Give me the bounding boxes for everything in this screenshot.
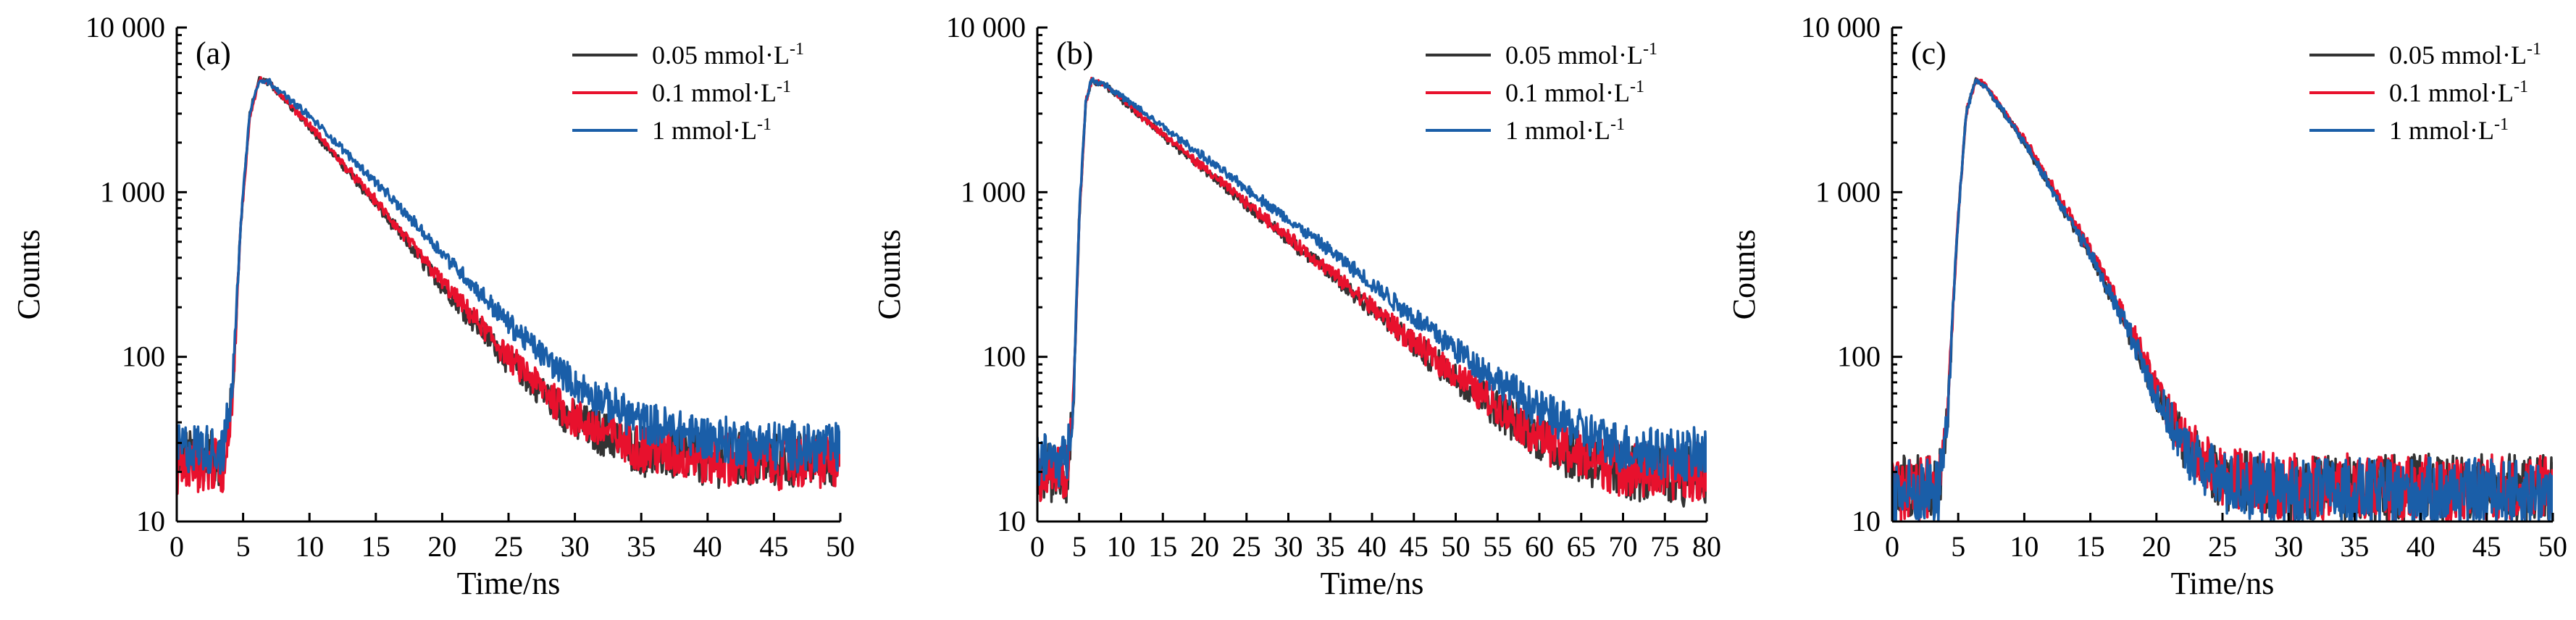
x-axis-title: Time/ns bbox=[1321, 566, 1424, 601]
chart-panel-1: 0 5 10 15 20 25 30 35 40 45 50 10 100 1 000 10 000 Time… bbox=[11, 11, 855, 601]
series-line-3 bbox=[1892, 78, 2553, 521]
legend-label: 1 mmol·L-1 bbox=[2389, 115, 2509, 145]
x-tick-label: 10 bbox=[2010, 530, 2038, 563]
x-tick-label: 30 bbox=[561, 530, 590, 563]
x-tick-label: 5 bbox=[1951, 530, 1965, 563]
x-tick-label: 15 bbox=[2076, 530, 2105, 563]
legend-label: 0.05 mmol·L-1 bbox=[652, 40, 804, 70]
legend: 0.05 mmol·L-1 0.1 mmol·L-1 1 mmol·L-1 bbox=[2309, 40, 2541, 145]
y-axis-title: Counts bbox=[871, 230, 907, 320]
x-tick-label: 40 bbox=[2406, 530, 2435, 563]
y-tick-label: 1 000 bbox=[100, 175, 165, 208]
y-tick-label: 100 bbox=[982, 340, 1026, 373]
legend-label: 1 mmol·L-1 bbox=[1505, 115, 1625, 145]
legend: 0.05 mmol·L-1 0.1 mmol·L-1 1 mmol·L-1 bbox=[1426, 40, 1657, 145]
chart-panel-3: 0 5 10 15 20 25 30 35 40 45 50 10 100 1 000 10 000 Time… bbox=[1726, 11, 2567, 601]
x-tick-label: 35 bbox=[627, 530, 656, 563]
x-tick-label: 5 bbox=[1072, 530, 1087, 563]
x-tick-label: 25 bbox=[2208, 530, 2237, 563]
legend: 0.05 mmol·L-1 0.1 mmol·L-1 1 mmol·L-1 bbox=[572, 40, 804, 145]
x-tick-label: 30 bbox=[2274, 530, 2303, 563]
x-tick-label: 10 bbox=[295, 530, 324, 563]
y-tick-label: 10 bbox=[136, 505, 165, 537]
x-tick-label: 40 bbox=[693, 530, 722, 563]
y-tick-label: 10 000 bbox=[85, 11, 165, 43]
y-tick-label: 100 bbox=[1837, 340, 1881, 373]
series-line-3 bbox=[1037, 77, 1707, 488]
x-tick-label: 20 bbox=[427, 530, 456, 563]
y-axis-title: Counts bbox=[11, 230, 46, 320]
legend-label: 1 mmol·L-1 bbox=[652, 115, 771, 145]
x-tick-label: 70 bbox=[1609, 530, 1638, 563]
x-axis-title: Time/ns bbox=[2171, 566, 2275, 601]
x-tick-label: 35 bbox=[1316, 530, 1345, 563]
series-line-3 bbox=[177, 78, 840, 475]
x-tick-label: 30 bbox=[1274, 530, 1303, 563]
x-tick-label: 15 bbox=[1148, 530, 1177, 563]
x-tick-label: 10 bbox=[1107, 530, 1136, 563]
legend-label: 0.05 mmol·L-1 bbox=[1505, 40, 1657, 70]
x-tick-label: 40 bbox=[1358, 530, 1387, 563]
x-tick-label: 50 bbox=[2538, 530, 2567, 563]
y-axis-title: Counts bbox=[1726, 230, 1762, 320]
series-line-2 bbox=[1892, 78, 2553, 521]
legend-label: 0.1 mmol·L-1 bbox=[652, 78, 791, 107]
series-group bbox=[1037, 76, 1707, 508]
x-tick-label: 50 bbox=[1442, 530, 1471, 563]
panel-label: (a) bbox=[196, 35, 231, 71]
x-tick-label: 45 bbox=[759, 530, 788, 563]
x-tick-label: 65 bbox=[1567, 530, 1596, 563]
x-tick-label: 80 bbox=[1692, 530, 1721, 563]
x-tick-label: 20 bbox=[2142, 530, 2171, 563]
x-axis-title: Time/ns bbox=[457, 566, 561, 601]
legend-label: 0.1 mmol·L-1 bbox=[1505, 78, 1644, 107]
x-tick-label: 45 bbox=[2472, 530, 2501, 563]
y-tick-label: 10 000 bbox=[1801, 11, 1881, 43]
legend-label: 0.1 mmol·L-1 bbox=[2389, 78, 2528, 107]
x-tick-label: 45 bbox=[1400, 530, 1429, 563]
x-tick-label: 15 bbox=[361, 530, 390, 563]
y-tick-label: 100 bbox=[122, 340, 165, 373]
x-tick-label: 75 bbox=[1650, 530, 1679, 563]
panel-label: (c) bbox=[1911, 35, 1946, 71]
y-tick-label: 1 000 bbox=[961, 175, 1026, 208]
series-group bbox=[1892, 77, 2553, 521]
y-tick-label: 10 bbox=[997, 505, 1026, 537]
legend-label: 0.05 mmol·L-1 bbox=[2389, 40, 2541, 70]
x-tick-label: 60 bbox=[1525, 530, 1554, 563]
x-tick-label: 0 bbox=[1030, 530, 1045, 563]
chart-panel-2: 0 5 10 15 20 25 30 35 40 45 50 55 60 65 70 75 80 10 100 1 0… bbox=[871, 11, 1721, 601]
y-tick-label: 10 000 bbox=[946, 11, 1026, 43]
x-tick-label: 0 bbox=[1885, 530, 1899, 563]
series-line-2 bbox=[1037, 76, 1707, 503]
x-tick-label: 50 bbox=[826, 530, 855, 563]
x-tick-label: 35 bbox=[2340, 530, 2369, 563]
y-tick-label: 1 000 bbox=[1815, 175, 1881, 208]
panel-label: (b) bbox=[1056, 35, 1093, 71]
x-tick-label: 25 bbox=[494, 530, 523, 563]
x-tick-label: 0 bbox=[170, 530, 184, 563]
series-group bbox=[177, 75, 840, 495]
x-tick-label: 25 bbox=[1232, 530, 1261, 563]
y-tick-label: 10 bbox=[1852, 505, 1881, 537]
x-tick-label: 20 bbox=[1190, 530, 1219, 563]
x-tick-label: 5 bbox=[236, 530, 251, 563]
x-tick-label: 55 bbox=[1483, 530, 1512, 563]
